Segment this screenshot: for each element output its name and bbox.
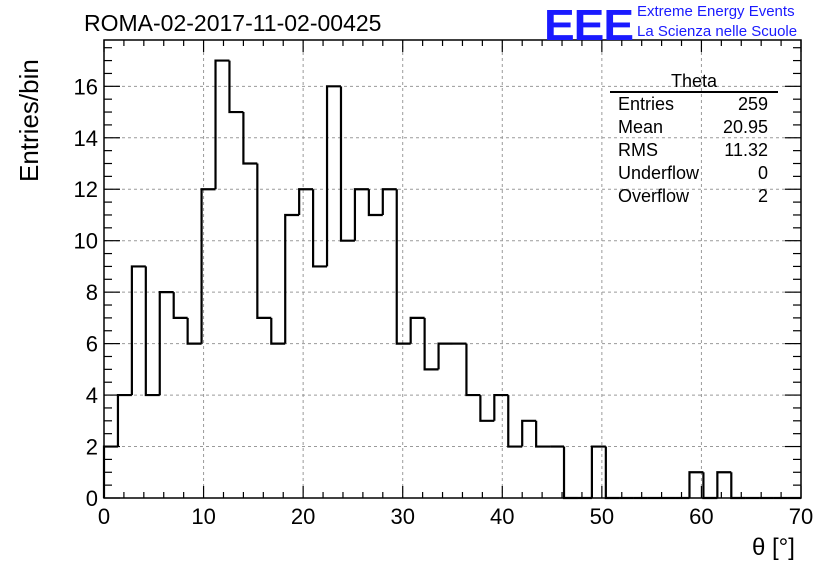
histogram-bin (716, 471, 732, 498)
histogram-bin (312, 189, 328, 268)
histogram-bin (423, 317, 439, 371)
histogram-bin (437, 342, 453, 370)
stats-row-entries: Entries 259 (610, 93, 778, 116)
stats-label: RMS (618, 140, 658, 160)
x-tick-label: 20 (291, 504, 315, 529)
histogram-bin (158, 291, 174, 396)
histogram-bin (116, 393, 132, 447)
stats-row-rms: RMS 11.32 (610, 139, 778, 162)
histogram-bin (200, 188, 216, 344)
y-tick-label: 8 (86, 280, 98, 305)
plot-frame (103, 39, 802, 499)
histogram-bin (730, 472, 746, 500)
y-tick-label: 12 (74, 177, 98, 202)
stats-value: 259 (737, 94, 768, 114)
y-tick-label: 14 (74, 126, 98, 151)
histogram-bin (521, 419, 537, 447)
y-tick-label: 4 (86, 383, 98, 408)
x-tick-label: 40 (490, 504, 514, 529)
logo-tagline-2: La Scienza nelle Scuole (637, 23, 798, 40)
x-tick-label: 0 (98, 504, 110, 529)
histogram-bin (270, 317, 286, 345)
histogram-bin (381, 188, 397, 215)
histogram-bin (228, 60, 244, 114)
histogram-bin (465, 343, 481, 397)
histogram-bin (395, 189, 411, 345)
y-axis-label: Entries/bin (14, 59, 44, 182)
chart-title: ROMA-02-2017-11-02-00425 (84, 10, 382, 36)
histogram-bin (172, 292, 188, 319)
stats-value: 11.32 (724, 140, 768, 160)
y-tick-label: 10 (74, 229, 98, 254)
stats-value: 20.95 (722, 117, 768, 137)
stats-label: Mean (618, 117, 664, 137)
histogram-bin (130, 265, 146, 396)
x-tick-label: 70 (789, 504, 813, 529)
stats-label: Underflow (618, 163, 700, 183)
histogram-bin (493, 393, 509, 421)
histogram-bin (242, 112, 258, 165)
x-tick-label: 60 (689, 504, 713, 529)
y-tick-label: 6 (86, 332, 98, 357)
histogram-bin (507, 395, 523, 448)
x-axis-label: θ [°] (752, 534, 795, 561)
stats-label: Overflow (618, 186, 690, 206)
x-tick-label: 10 (191, 504, 215, 529)
histogram-bin (186, 317, 202, 345)
histogram-bin (702, 472, 718, 500)
histogram-bin (298, 188, 314, 215)
histogram-bin (604, 446, 620, 500)
y-tick-label: 16 (74, 74, 98, 99)
histogram-bin (409, 316, 425, 344)
stats-value: 0 (757, 163, 768, 183)
stats-value: 2 (757, 186, 768, 206)
histogram-bin (535, 420, 551, 448)
histogram-bin (590, 445, 606, 498)
stats-box-title: Theta (610, 72, 778, 93)
histogram-bin (367, 189, 383, 217)
logo-tagline-1: Extreme Energy Events (637, 3, 795, 20)
histogram-bin (144, 266, 160, 397)
histogram-bin (688, 471, 704, 498)
histogram-bin (284, 213, 300, 344)
y-tick-label: 0 (86, 486, 98, 511)
histogram-bin (214, 59, 230, 190)
x-tick-label: 30 (390, 504, 414, 529)
histogram-bin (256, 163, 272, 319)
stats-row-overflow: Overflow 2 (610, 185, 778, 208)
histogram-bin (562, 446, 578, 500)
histogram-bin (353, 188, 369, 241)
histogram-bin (479, 395, 495, 422)
histogram-bin (339, 86, 355, 242)
histogram-bin (325, 85, 341, 267)
eee-logo: EEE (544, 0, 634, 50)
stats-label: Entries (618, 94, 675, 114)
y-tick-label: 2 (86, 435, 98, 460)
stats-row-mean: Mean 20.95 (610, 116, 778, 139)
stats-row-underflow: Underflow 0 (610, 162, 778, 185)
x-tick-label: 50 (590, 504, 614, 529)
stats-box: Theta Entries 259 Mean 20.95 RMS 11.32 U… (610, 72, 778, 208)
